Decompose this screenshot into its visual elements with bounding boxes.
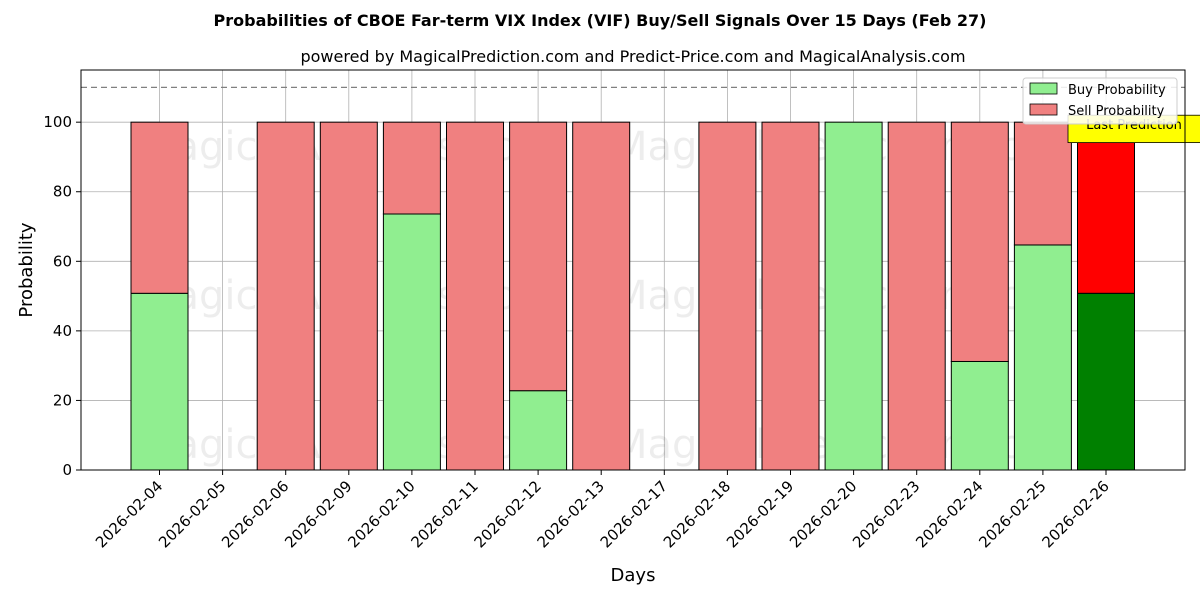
legend-label-buy: Buy Probability xyxy=(1068,83,1166,98)
bar-sell xyxy=(572,121,631,471)
bar-sell xyxy=(887,121,946,471)
x-axis-ticks: 2026-02-042026-02-052026-02-062026-02-09… xyxy=(92,470,1113,551)
x-tick-label: 2026-02-20 xyxy=(786,477,860,551)
x-tick-label: 2026-02-04 xyxy=(92,477,166,551)
bar-sell xyxy=(1077,121,1135,294)
bar-sell xyxy=(130,121,189,294)
x-tick-label: 2026-02-10 xyxy=(344,477,418,551)
x-tick-label: 2026-02-05 xyxy=(155,477,229,551)
x-tick-label: 2026-02-19 xyxy=(723,477,797,551)
bar-sell xyxy=(256,121,315,471)
plot-area-frame xyxy=(80,69,1186,471)
x-tick-label: 2026-02-13 xyxy=(534,477,608,551)
x-tick-label: 2026-02-18 xyxy=(660,477,734,551)
legend-swatch-sell xyxy=(1029,103,1058,116)
x-axis-label: Days xyxy=(611,565,656,586)
y-tick-label: 80 xyxy=(53,183,72,201)
bar-sell xyxy=(698,121,757,471)
legend-swatch-buy xyxy=(1029,82,1058,95)
x-tick-label: 2026-02-11 xyxy=(407,477,481,551)
bar-buy xyxy=(950,360,1009,471)
y-tick-label: 100 xyxy=(43,113,72,131)
chart-title: Probabilities of CBOE Far-term VIX Index… xyxy=(214,11,987,30)
legend: Buy Probability Sell Probability xyxy=(1022,77,1178,125)
y-axis-label: Probability xyxy=(16,222,37,317)
bar-sell xyxy=(761,121,820,471)
bar-sell xyxy=(509,121,568,392)
bar-sell xyxy=(950,121,1009,362)
bar-sell xyxy=(446,121,504,471)
bar-buy xyxy=(824,121,883,471)
x-tick-label: 2026-02-24 xyxy=(912,477,986,551)
x-tick-label: 2026-02-12 xyxy=(471,477,545,551)
bar-sell xyxy=(319,121,378,471)
bar-sell xyxy=(1013,121,1072,246)
legend-label-sell: Sell Probability xyxy=(1068,104,1165,119)
x-tick-label: 2026-02-23 xyxy=(849,477,923,551)
bar-buy xyxy=(130,292,189,471)
y-axis-ticks: 0 20 40 60 80 100 xyxy=(43,113,81,479)
x-tick-label: 2026-02-09 xyxy=(281,477,355,551)
y-tick-label: 20 xyxy=(53,391,72,409)
bar-buy xyxy=(509,390,568,471)
x-tick-label: 2026-02-26 xyxy=(1038,477,1112,551)
legend-box xyxy=(1022,77,1178,125)
bar-buy xyxy=(1013,244,1072,471)
bar-sell xyxy=(382,121,441,215)
chart-subtitle: powered by MagicalPrediction.com and Pre… xyxy=(300,47,965,66)
x-tick-label: 2026-02-25 xyxy=(975,477,1049,551)
y-tick-label: 40 xyxy=(53,322,72,340)
x-tick-label: 2026-02-06 xyxy=(218,477,292,551)
y-tick-label: 0 xyxy=(62,461,72,479)
bars: Last Prediction xyxy=(130,114,1200,471)
bar-buy xyxy=(382,213,441,471)
y-tick-label: 60 xyxy=(53,252,72,270)
x-tick-label: 2026-02-17 xyxy=(597,477,671,551)
bar-buy xyxy=(1077,292,1135,471)
